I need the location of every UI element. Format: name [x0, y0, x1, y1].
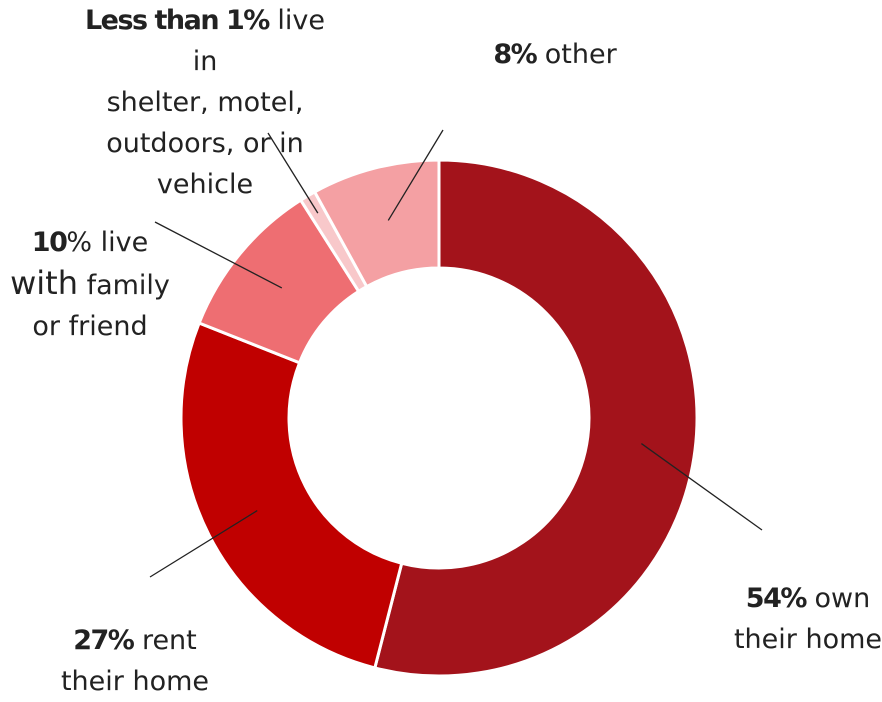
label-family-text2: family	[77, 270, 170, 301]
label-shelter-percent: Less than 1%	[84, 5, 270, 36]
label-shelter: Less than 1% live in shelter, motel, out…	[70, 0, 340, 205]
label-family-percent: 10	[31, 227, 68, 258]
leader-rent	[149, 510, 258, 578]
label-rent-home-text: rent	[133, 625, 197, 656]
leader-family	[154, 221, 283, 289]
label-other-percent: 8%	[493, 39, 537, 70]
label-family-with: with	[10, 264, 78, 302]
leader-own	[641, 443, 763, 531]
label-family-text1: % live	[66, 227, 149, 258]
label-shelter-line4: vehicle	[156, 169, 254, 200]
label-family-friend: 10% live with family or friend	[0, 222, 180, 347]
label-shelter-line2: shelter, motel,	[106, 87, 304, 118]
label-shelter-line3: outdoors, or in	[106, 128, 304, 159]
label-own-home: 54% own their home	[728, 578, 882, 660]
label-rent-home-line2: their home	[60, 666, 210, 697]
label-own-home-text: own	[805, 583, 871, 614]
label-family-line3: or friend	[32, 311, 148, 342]
leader-shelter	[267, 132, 319, 214]
label-shelter-text: live in	[192, 5, 326, 77]
label-other-text: other	[536, 39, 617, 70]
label-rent-home-percent: 27%	[73, 625, 135, 656]
label-rent-home: 27% rent their home	[50, 620, 220, 702]
slice-own	[373, 158, 699, 678]
leader-other	[387, 129, 444, 221]
label-other: 8% other	[470, 34, 640, 75]
label-own-home-line2: their home	[733, 624, 882, 655]
slice-rent	[179, 321, 404, 670]
slice-other	[312, 158, 441, 289]
label-own-home-percent: 54%	[745, 583, 808, 614]
